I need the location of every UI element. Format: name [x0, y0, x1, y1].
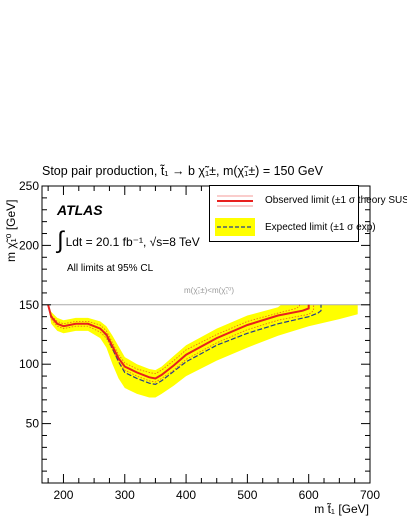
observed-minus-theory-line: [47, 304, 315, 383]
legend-observed-swatch: [217, 195, 253, 207]
legend-expected: Expected limit (±1 σ exp): [210, 215, 376, 241]
diagonal-label: m(χ̃₁±)<m(χ̃₁⁰): [184, 286, 235, 295]
y-axis-title: m χ̃₁⁰ [GeV]: [4, 199, 18, 262]
legend-observed-label: Observed limit (±1 σ theory SUSY): [265, 195, 407, 206]
expected-band-layer: [48, 304, 358, 398]
x-tick-label: 200: [53, 488, 73, 502]
x-tick-label: 300: [115, 488, 135, 502]
y-tick-label: 250: [19, 179, 39, 193]
plot-frame: [41, 185, 371, 484]
plot-title: Stop pair production, t̃₁ → b χ̃₁±, m(χ̃…: [42, 164, 323, 178]
expected-band: [48, 304, 358, 398]
expected-limit-line: [47, 304, 322, 386]
luminosity-label: ∫ Ldt = 20.1 fb⁻¹, √s=8 TeV: [57, 227, 200, 257]
observed-plus-theory-line: [47, 304, 300, 375]
legend-observed: Observed limit (±1 σ theory SUSY): [210, 188, 407, 214]
luminosity-text: Ldt = 20.1 fb⁻¹, √s=8 TeV: [65, 235, 200, 250]
cl-label: All limits at 95% CL: [67, 263, 154, 274]
x-tick-label: 700: [360, 488, 380, 502]
atlas-label: ATLAS: [57, 202, 103, 218]
x-tick-label: 500: [237, 488, 257, 502]
legend-expected-swatch: [215, 218, 255, 236]
x-tick-label: 400: [176, 488, 196, 502]
legend: Observed limit (±1 σ theory SUSY) Expect…: [209, 185, 407, 242]
y-tick-label: 100: [19, 357, 39, 371]
limit-lines-layer: [42, 304, 370, 386]
y-tick-label: 50: [26, 417, 40, 431]
integral-icon: ∫: [57, 227, 64, 254]
observed-limit-line: [47, 304, 310, 380]
axes-layer: 200 300 400 500 600 700 50 100 150 200 250: [19, 179, 380, 502]
legend-expected-label: Expected limit (±1 σ exp): [265, 222, 376, 233]
x-axis-title: m t̃₁ [GeV]: [314, 502, 369, 516]
y-tick-label: 200: [19, 238, 39, 252]
y-tick-label: 150: [19, 298, 39, 312]
x-tick-label: 600: [299, 488, 319, 502]
